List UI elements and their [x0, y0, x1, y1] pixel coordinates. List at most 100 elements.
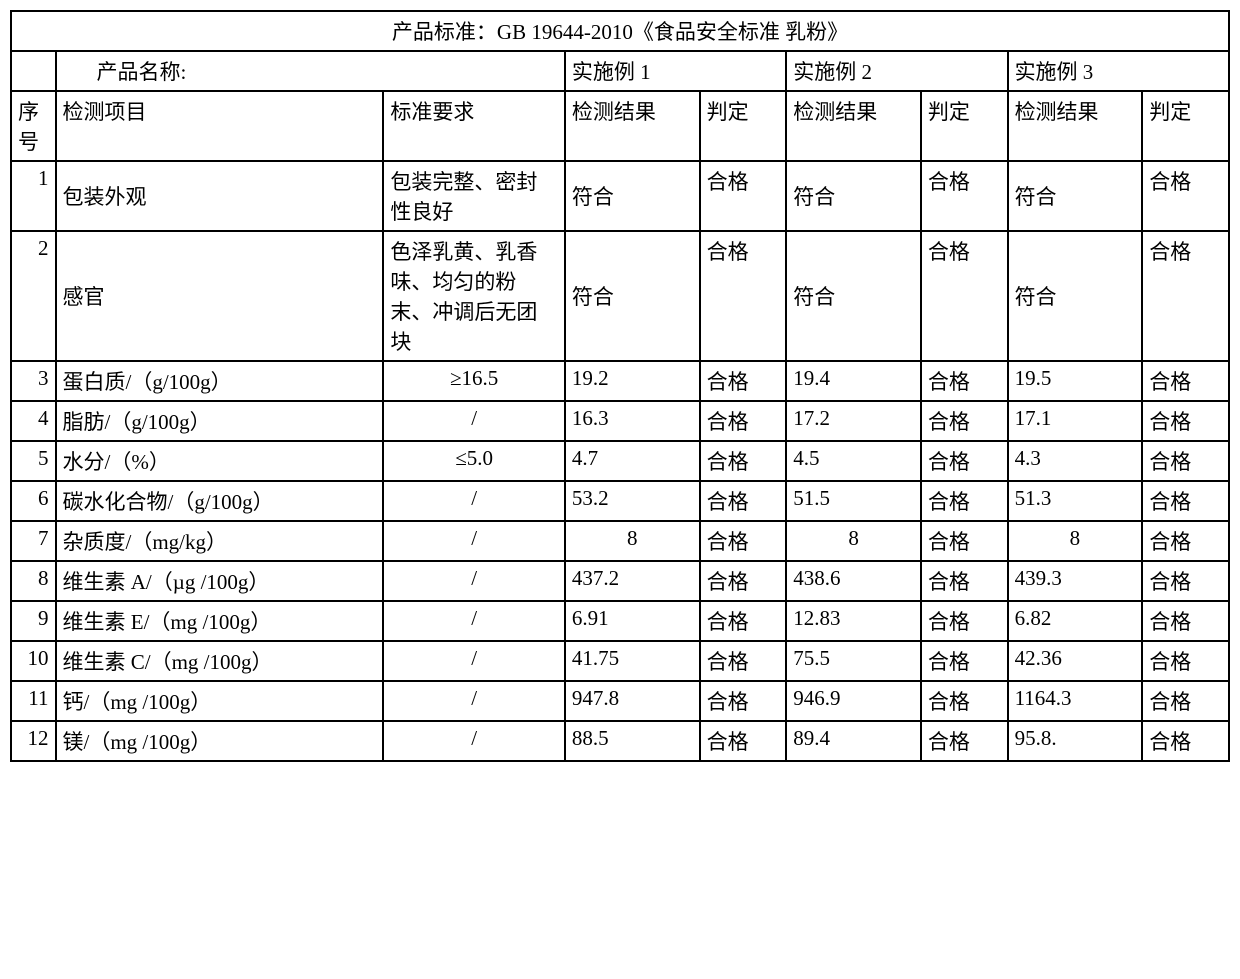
row-result: 16.3: [565, 401, 700, 441]
row-judgement: 合格: [921, 641, 1008, 681]
row-result: 88.5: [565, 721, 700, 761]
row-standard: /: [383, 601, 565, 641]
row-standard: ≤5.0: [383, 441, 565, 481]
row-judgement: 合格: [700, 441, 787, 481]
row-result: 947.8: [565, 681, 700, 721]
table-row: 11钙/（mg /100g）/947.8合格946.9合格1164.3合格: [11, 681, 1229, 721]
row-judgement: 合格: [1142, 601, 1229, 641]
example-3-header: 实施例 3: [1008, 51, 1229, 91]
row-judgement: 合格: [1142, 161, 1229, 231]
row-standard: 色泽乳黄、乳香味、均匀的粉末、冲调后无团块: [383, 231, 565, 361]
row-seq: 7: [11, 521, 56, 561]
row-judgement: 合格: [1142, 721, 1229, 761]
row-judgement: 合格: [1142, 361, 1229, 401]
row-item: 包装外观: [56, 161, 384, 231]
row-result: 6.82: [1008, 601, 1143, 641]
row-standard: /: [383, 561, 565, 601]
row-item: 脂肪/（g/100g）: [56, 401, 384, 441]
row-judgement: 合格: [921, 231, 1008, 361]
table-row: 12镁/（mg /100g）/88.5合格89.4合格95.8.合格: [11, 721, 1229, 761]
row-result: 4.7: [565, 441, 700, 481]
row-judgement: 合格: [921, 441, 1008, 481]
row-item: 感官: [56, 231, 384, 361]
row-result: 1164.3: [1008, 681, 1143, 721]
row-result: 符合: [565, 161, 700, 231]
row-result: 符合: [1008, 231, 1143, 361]
row-result: 17.2: [786, 401, 921, 441]
row-seq: 1: [11, 161, 56, 231]
row-judgement: 合格: [1142, 641, 1229, 681]
row-judgement: 合格: [700, 161, 787, 231]
table-row: 6碳水化合物/（g/100g）/53.2合格51.5合格51.3合格: [11, 481, 1229, 521]
example-2-header: 实施例 2: [786, 51, 1007, 91]
title-row: 产品标准：GB 19644-2010《食品安全标准 乳粉》: [11, 11, 1229, 51]
row-seq: 6: [11, 481, 56, 521]
row-judgement: 合格: [1142, 681, 1229, 721]
table-row: 7杂质度/（mg/kg）/8合格8合格8合格: [11, 521, 1229, 561]
col-item-header: 检测项目: [56, 91, 384, 161]
row-standard: ≥16.5: [383, 361, 565, 401]
product-name-label: 产品名称:: [56, 51, 565, 91]
header-row-2: 序号 检测项目 标准要求 检测结果 判定 检测结果 判定 检测结果 判定: [11, 91, 1229, 161]
col-std-header: 标准要求: [383, 91, 565, 161]
row-judgement: 合格: [700, 561, 787, 601]
row-item: 维生素 C/（mg /100g）: [56, 641, 384, 681]
row-standard: /: [383, 521, 565, 561]
row-item: 钙/（mg /100g）: [56, 681, 384, 721]
row-item: 蛋白质/（g/100g）: [56, 361, 384, 401]
row-result: 42.36: [1008, 641, 1143, 681]
row-result: 符合: [565, 231, 700, 361]
col-judge2-header: 判定: [921, 91, 1008, 161]
row-seq: 10: [11, 641, 56, 681]
header-row-1: 产品名称: 实施例 1 实施例 2 实施例 3: [11, 51, 1229, 91]
row-result: 19.4: [786, 361, 921, 401]
table-row: 4脂肪/（g/100g）/16.3合格17.2合格17.1合格: [11, 401, 1229, 441]
row-result: 8: [565, 521, 700, 561]
row-judgement: 合格: [1142, 521, 1229, 561]
row-judgement: 合格: [700, 601, 787, 641]
row-judgement: 合格: [700, 361, 787, 401]
row-judgement: 合格: [700, 481, 787, 521]
row-judgement: 合格: [700, 681, 787, 721]
col-judge1-header: 判定: [700, 91, 787, 161]
row-judgement: 合格: [700, 401, 787, 441]
header-blank: [11, 51, 56, 91]
row-seq: 8: [11, 561, 56, 601]
row-judgement: 合格: [1142, 401, 1229, 441]
row-standard: /: [383, 641, 565, 681]
row-judgement: 合格: [921, 721, 1008, 761]
row-standard: 包装完整、密封性良好: [383, 161, 565, 231]
example-1-header: 实施例 1: [565, 51, 786, 91]
row-result: 12.83: [786, 601, 921, 641]
row-judgement: 合格: [700, 721, 787, 761]
row-judgement: 合格: [921, 161, 1008, 231]
row-judgement: 合格: [921, 521, 1008, 561]
row-result: 946.9: [786, 681, 921, 721]
table-row: 1包装外观包装完整、密封性良好符合合格符合合格符合合格: [11, 161, 1229, 231]
row-result: 8: [786, 521, 921, 561]
col-seq-header: 序号: [11, 91, 56, 161]
row-result: 符合: [786, 161, 921, 231]
row-judgement: 合格: [700, 231, 787, 361]
row-judgement: 合格: [921, 481, 1008, 521]
table-row: 9维生素 E/（mg /100g）/6.91合格12.83合格6.82合格: [11, 601, 1229, 641]
row-standard: /: [383, 481, 565, 521]
row-item: 维生素 A/（µg /100g）: [56, 561, 384, 601]
row-result: 438.6: [786, 561, 921, 601]
row-item: 镁/（mg /100g）: [56, 721, 384, 761]
row-judgement: 合格: [1142, 231, 1229, 361]
row-result: 75.5: [786, 641, 921, 681]
table-row: 8维生素 A/（µg /100g）/437.2合格438.6合格439.3合格: [11, 561, 1229, 601]
row-judgement: 合格: [921, 361, 1008, 401]
row-result: 53.2: [565, 481, 700, 521]
row-item: 水分/（%）: [56, 441, 384, 481]
row-seq: 3: [11, 361, 56, 401]
row-seq: 4: [11, 401, 56, 441]
row-judgement: 合格: [700, 521, 787, 561]
table-row: 2感官色泽乳黄、乳香味、均匀的粉末、冲调后无团块符合合格符合合格符合合格: [11, 231, 1229, 361]
row-result: 19.2: [565, 361, 700, 401]
row-seq: 11: [11, 681, 56, 721]
row-result: 17.1: [1008, 401, 1143, 441]
row-result: 4.5: [786, 441, 921, 481]
row-result: 符合: [786, 231, 921, 361]
